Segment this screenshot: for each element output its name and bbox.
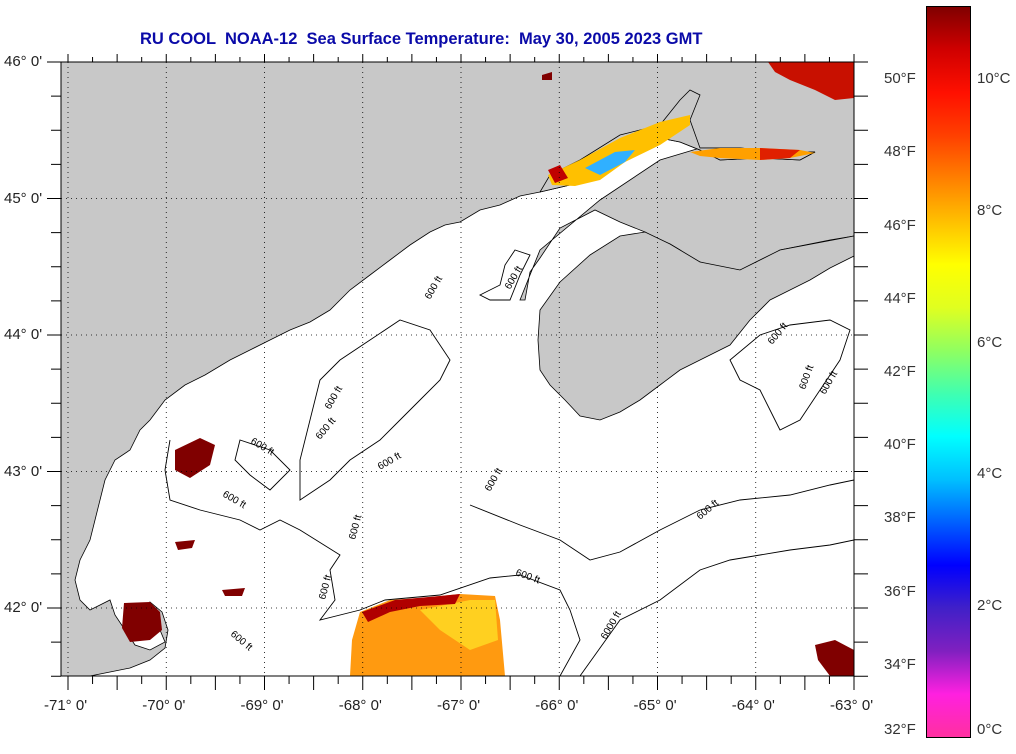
sst-patch-georges-yellow <box>420 600 498 650</box>
sst-patch-minas-red <box>760 148 800 160</box>
colorbar-celsius-label: 8°C <box>977 201 1003 219</box>
sst-patch-offshore-1 <box>175 438 215 478</box>
sst-patch-georges-edge <box>362 594 460 622</box>
colorbar-celsius-label: 0°C <box>977 721 1003 738</box>
colorbar-fahrenheit-label: 48°F <box>884 143 916 161</box>
sst-patch-north-speck <box>542 72 552 80</box>
sst-patch-gulf-stl <box>768 62 854 100</box>
lon-label: -67° 0' <box>437 697 481 714</box>
colorbar-fahrenheit-label: 42°F <box>884 363 916 380</box>
colorbar-celsius-label: 4°C <box>977 465 1003 483</box>
colorbar-fahrenheit-label: 44°F <box>884 289 916 307</box>
sst-patch-offshore-3 <box>222 588 245 596</box>
colorbar-celsius-label: 2°C <box>977 597 1003 615</box>
sst-patch-fundy-cold <box>585 150 635 175</box>
colorbar-fahrenheit-label: 34°F <box>884 655 916 673</box>
lat-label: 45° 0' <box>4 189 43 207</box>
colorbar-fahrenheit-label: 36°F <box>884 582 916 600</box>
lon-label: -66° 0' <box>535 697 579 714</box>
land-nova-scotia <box>537 231 854 421</box>
lon-label: -65° 0' <box>633 697 677 714</box>
colorbar <box>926 6 971 738</box>
lat-label: 44° 0' <box>4 326 43 343</box>
lat-label: 43° 0' <box>4 462 43 480</box>
sst-patch-capecod-bay <box>122 602 162 642</box>
lon-label: -71° 0' <box>44 697 88 714</box>
colorbar-fahrenheit-label: 46°F <box>884 216 916 234</box>
colorbar-fahrenheit-label: 40°F <box>884 436 916 454</box>
lon-label: -68° 0' <box>338 697 382 714</box>
lon-label: -70° 0' <box>142 697 186 714</box>
colorbar-fahrenheit-label: 38°F <box>884 509 916 527</box>
sst-patch-southeast <box>815 640 854 676</box>
colorbar-celsius-label: 10°C <box>977 70 1011 88</box>
lat-label: 46° 0' <box>4 53 43 70</box>
lon-label: -69° 0' <box>240 697 284 714</box>
sst-patch-offshore-2 <box>175 540 195 550</box>
sst-patch-fundy-warm <box>548 165 568 183</box>
sst-patch-fundy <box>548 115 690 186</box>
depth-contours <box>164 249 854 676</box>
map-title: RU COOL NOAA-12 Sea Surface Temperature:… <box>140 30 703 48</box>
colorbar-celsius-label: 6°C <box>977 333 1003 351</box>
colorbar-fahrenheit-label: 32°F <box>884 721 916 738</box>
colorbar-fahrenheit-label: 50°F <box>884 70 916 88</box>
graticule <box>61 62 854 676</box>
lon-label: -63° 0' <box>830 697 874 714</box>
lon-label: -64° 0' <box>731 697 775 714</box>
lat-label: 42° 0' <box>4 599 43 616</box>
